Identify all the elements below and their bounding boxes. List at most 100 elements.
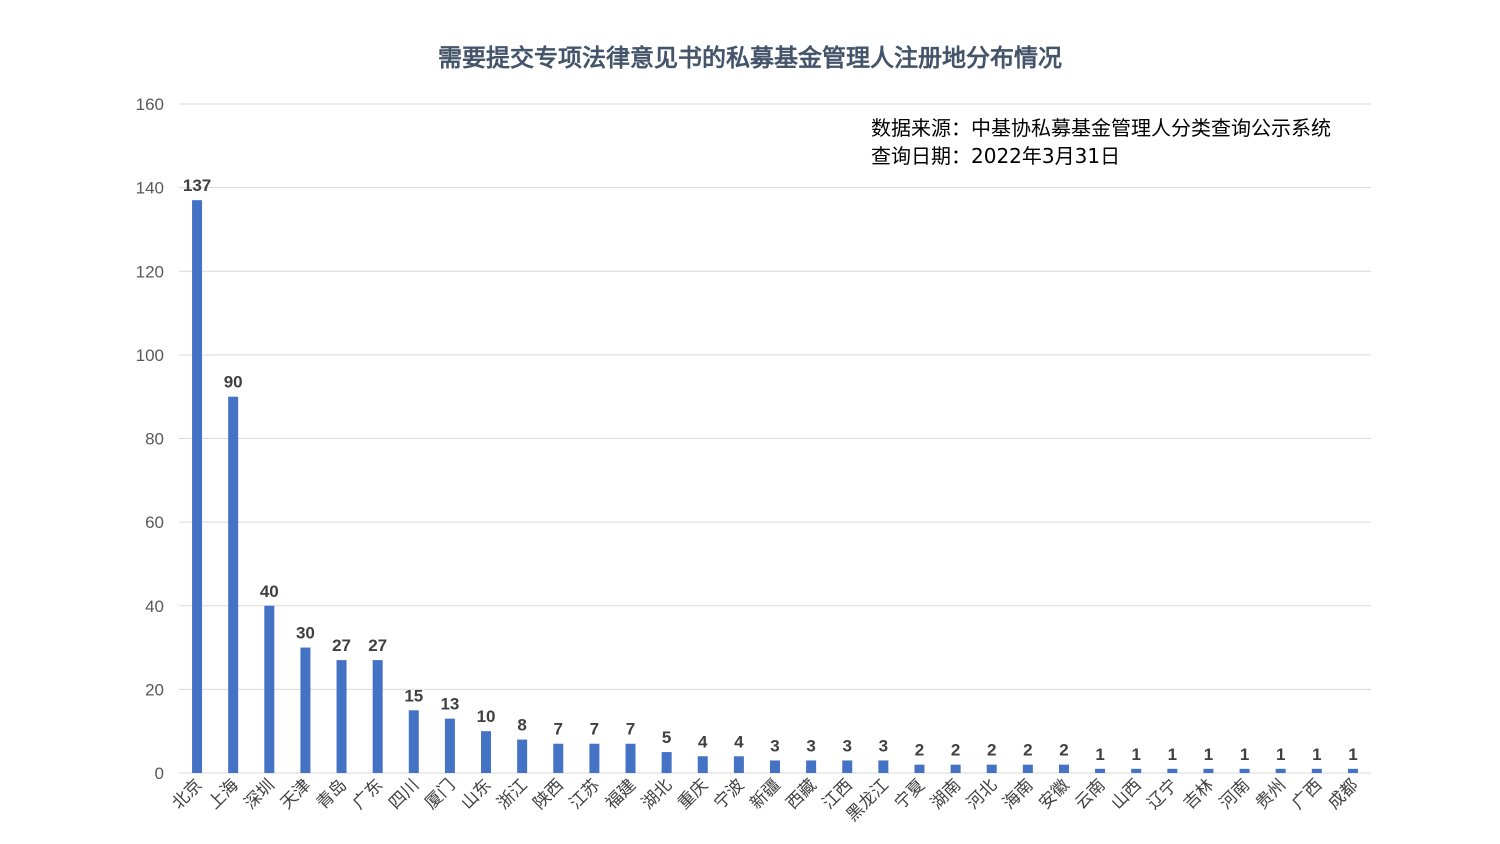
bar [228,396,239,773]
data-label: 7 [590,720,599,739]
data-label: 2 [1059,741,1068,760]
x-tick-label: 陕西 [530,775,567,812]
bar [625,743,636,773]
data-label: 1 [1168,745,1177,764]
x-tick-label: 深圳 [241,775,278,812]
data-source-note: 数据来源：中基协私募基金管理人分类查询公示系统 查询日期：2022年3月31日 [871,114,1331,170]
data-label: 1 [1240,745,1249,764]
data-label: 3 [806,736,815,755]
data-label: 3 [770,736,779,755]
bar [372,660,383,773]
data-labels: 137 90 40 30 27 27 15 13 10 8 7 7 7 5 4 4 3 3 3 3 2 2 2 2 2 1 1 1 1 1… [183,176,1358,764]
x-tick-label: 重庆 [674,775,711,812]
x-tick-label: 上海 [205,775,242,812]
data-label: 3 [879,736,888,755]
bar [408,710,419,773]
x-tick-label: 青岛 [313,775,350,812]
data-label: 4 [734,732,744,751]
data-label: 4 [698,732,708,751]
bar [842,760,853,773]
bar [444,718,455,773]
y-axis-ticks: 0 20 40 60 80 100 120 140 160 [136,95,164,783]
bar [806,760,817,773]
data-label: 3 [843,736,852,755]
x-tick-label: 四川 [385,775,422,812]
x-tick-label: 河南 [1216,775,1253,812]
data-label: 137 [183,176,211,195]
data-label: 15 [404,686,423,705]
x-tick-label: 广西 [1288,775,1325,812]
y-tick-label: 80 [145,430,164,449]
gridlines [179,103,1371,774]
data-label: 1 [1348,745,1357,764]
bar [300,647,311,773]
x-tick-label: 天津 [277,775,314,812]
bar [1347,768,1358,773]
x-tick-label: 宁波 [710,775,747,812]
bar [1058,764,1069,773]
data-label: 1 [1131,745,1140,764]
bar [192,200,203,773]
bar [1311,768,1322,773]
data-label: 1 [1276,745,1285,764]
y-tick-label: 40 [145,597,164,616]
data-label: 30 [296,624,315,643]
x-tick-label: 山东 [457,775,494,812]
bar [481,731,492,773]
data-label: 2 [915,741,924,760]
x-tick-label: 新疆 [746,775,783,812]
data-label: 40 [260,582,279,601]
data-label: 1 [1204,745,1213,764]
x-tick-label: 海南 [999,775,1036,812]
x-tick-label: 辽宁 [1144,775,1181,812]
x-axis-ticks: 北京上海深圳天津青岛广东四川厦门山东浙江陕西江苏福建湖北重庆宁波新疆西藏江西黑龙… [168,775,1361,824]
data-label: 13 [440,695,459,714]
bar [589,743,600,773]
bar [770,760,780,773]
x-tick-label: 厦门 [421,775,458,812]
data-label: 27 [368,636,387,655]
bar [336,660,347,773]
y-tick-label: 120 [136,262,164,281]
bar [914,764,925,773]
bar [661,752,672,773]
y-tick-label: 60 [145,513,164,532]
data-label: 7 [626,720,635,739]
x-tick-label: 吉林 [1180,775,1217,812]
x-tick-label: 山西 [1108,775,1145,812]
data-label: 1 [1095,745,1104,764]
bar [1131,768,1142,773]
x-tick-label: 成都 [1324,775,1361,812]
x-tick-label: 湖北 [638,775,675,812]
data-label: 2 [987,741,996,760]
bar [517,739,528,773]
y-tick-label: 20 [145,680,164,699]
bar [1095,768,1106,773]
x-tick-label: 湖南 [927,775,964,812]
bar [1239,768,1250,773]
query-date-line: 查询日期：2022年3月31日 [871,144,1121,168]
data-label: 5 [662,728,671,747]
data-label: 8 [517,716,526,735]
bar [1203,768,1214,773]
data-label: 90 [224,373,243,392]
y-tick-label: 160 [136,95,164,114]
data-label: 7 [554,720,563,739]
bar [986,764,997,773]
bar [950,764,961,773]
y-tick-label: 140 [136,179,164,198]
bar [733,756,744,773]
bar [553,743,564,773]
x-tick-label: 福建 [602,775,639,812]
x-tick-label: 云南 [1071,775,1108,812]
bar [1022,764,1033,773]
y-tick-label: 0 [155,764,164,783]
x-tick-label: 贵州 [1252,775,1289,812]
chart-title: 需要提交专项法律意见书的私募基金管理人注册地分布情况 [438,44,1062,72]
bars [192,200,1358,773]
y-tick-label: 100 [136,346,164,365]
bar [264,605,275,773]
bar [697,756,708,773]
